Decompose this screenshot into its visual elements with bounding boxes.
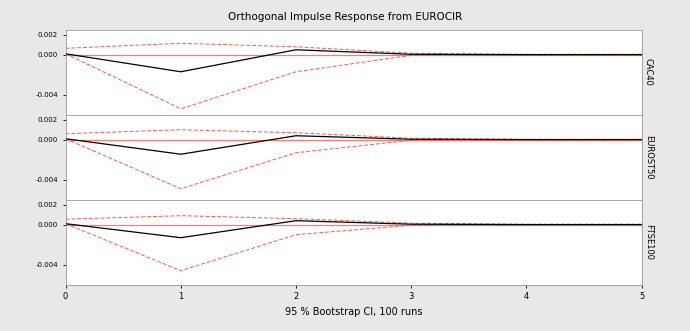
Y-axis label: CAC40: CAC40: [644, 58, 653, 86]
Y-axis label: FTSE100: FTSE100: [644, 224, 653, 260]
X-axis label: 95 % Bootstrap CI, 100 runs: 95 % Bootstrap CI, 100 runs: [285, 307, 422, 317]
Text: Orthogonal Impulse Response from EUROCIR: Orthogonal Impulse Response from EUROCIR: [228, 12, 462, 22]
Y-axis label: EUROST50: EUROST50: [644, 135, 653, 179]
